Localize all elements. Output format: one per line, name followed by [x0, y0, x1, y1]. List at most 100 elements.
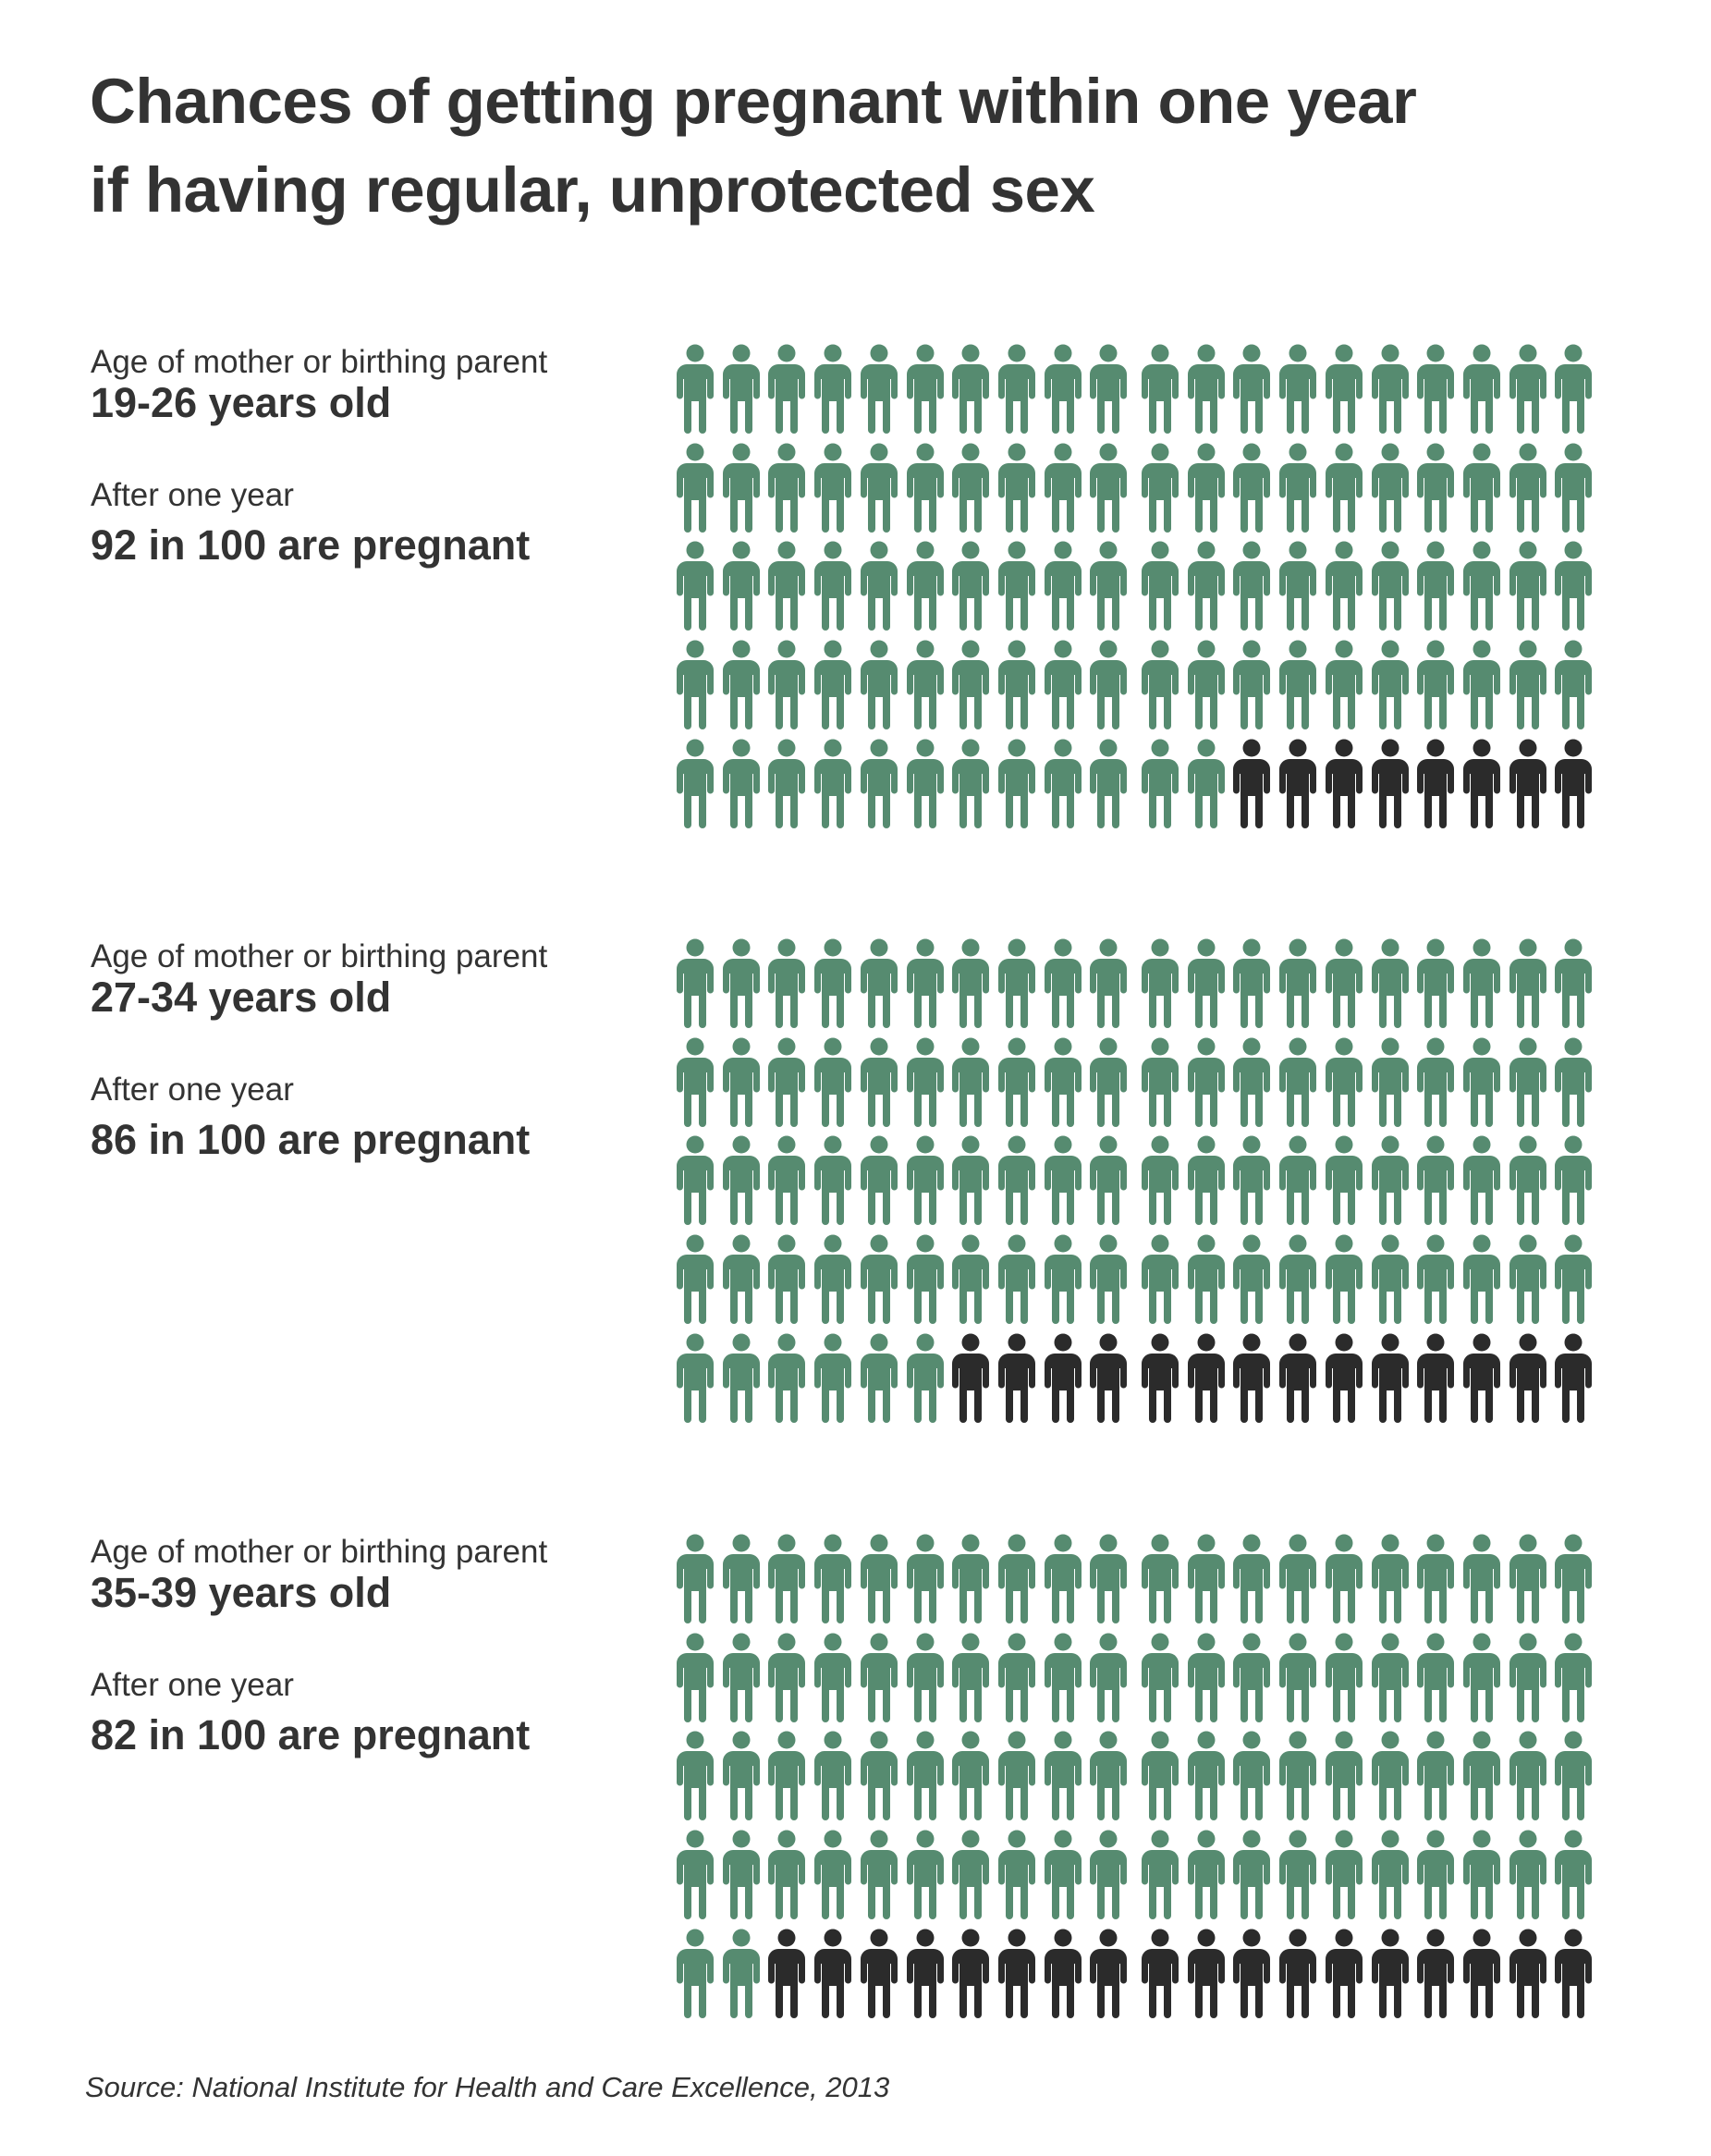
person-body: [1555, 1652, 1593, 1722]
person-head: [1008, 1731, 1026, 1749]
person-head: [916, 1135, 934, 1154]
person-head: [732, 1830, 751, 1848]
person-head: [1054, 1929, 1072, 1947]
person-head: [1099, 1929, 1118, 1947]
person-body: [1417, 758, 1455, 828]
person-body: [677, 1751, 714, 1821]
person-icon-pregnant: [860, 938, 898, 1028]
person-head: [1197, 1633, 1216, 1651]
person-icon-pregnant: [1279, 1534, 1317, 1623]
person-head: [961, 640, 980, 658]
person-icon-pregnant: [768, 938, 806, 1028]
person-body: [1233, 660, 1271, 730]
person-head: [732, 938, 751, 957]
person-body: [952, 364, 990, 434]
person-body: [1187, 462, 1225, 533]
person-head: [1151, 1633, 1169, 1651]
person-head: [1197, 1037, 1216, 1056]
person-icon-not-pregnant: [1371, 1929, 1409, 2018]
person-body: [1142, 1850, 1179, 1920]
person-icon-pregnant: [768, 443, 806, 533]
person-icon-pregnant: [906, 1731, 944, 1821]
person-head: [1473, 640, 1491, 658]
person-icon-pregnant: [1090, 443, 1128, 533]
person-body: [1279, 561, 1317, 631]
person-icon-pregnant: [1371, 344, 1409, 434]
person-icon-pregnant: [1090, 640, 1128, 730]
person-icon-not-pregnant: [997, 1333, 1035, 1423]
person-icon-pregnant: [1417, 1037, 1455, 1127]
person-body: [1325, 1057, 1363, 1127]
person-head: [732, 1633, 751, 1651]
person-icon-pregnant: [814, 541, 852, 631]
person-body: [952, 1057, 990, 1127]
person-head: [686, 344, 704, 362]
person-head: [686, 1037, 704, 1056]
person-body: [1371, 462, 1409, 533]
person-body: [952, 660, 990, 730]
person-icon-pregnant: [1090, 739, 1128, 828]
person-icon-pregnant: [1090, 1135, 1128, 1226]
person-body: [677, 1057, 714, 1127]
after-label: After one year: [91, 1667, 294, 1703]
person-head: [1008, 1234, 1026, 1253]
person-head: [732, 1037, 751, 1056]
person-head: [916, 1234, 934, 1253]
person-head: [1473, 739, 1491, 757]
person-icon-pregnant: [1462, 640, 1500, 730]
person-icon-pregnant: [1044, 344, 1082, 434]
person-icon-pregnant: [952, 1037, 990, 1127]
person-body: [1325, 1156, 1363, 1226]
person-icon-pregnant: [1279, 541, 1317, 631]
person-head: [1054, 344, 1072, 362]
person-head: [1335, 1135, 1353, 1154]
person-body: [1142, 462, 1179, 533]
person-head: [1289, 1037, 1307, 1056]
person-body: [677, 959, 714, 1028]
person-head: [1426, 344, 1445, 362]
person-head: [824, 1731, 842, 1749]
person-icon-pregnant: [1142, 1135, 1179, 1226]
person-icon-pregnant: [677, 1234, 714, 1325]
person-icon-pregnant: [1509, 1633, 1546, 1722]
person-head: [1151, 1037, 1169, 1056]
person-body: [1509, 462, 1546, 533]
person-body: [768, 1255, 806, 1325]
person-body: [1090, 462, 1128, 533]
person-body: [677, 1255, 714, 1325]
person-head: [732, 1731, 751, 1749]
person-body: [952, 1255, 990, 1325]
person-body: [997, 364, 1035, 434]
person-body: [722, 561, 760, 631]
person-head: [1008, 1929, 1026, 1947]
person-icon-pregnant: [1187, 344, 1225, 434]
person-body: [1462, 1255, 1500, 1325]
person-icon-pregnant: [906, 1234, 944, 1325]
person-head: [686, 1333, 704, 1352]
person-icon-not-pregnant: [952, 1929, 990, 2018]
person-head: [1381, 1135, 1399, 1154]
person-head: [1151, 1534, 1169, 1552]
person-icon-pregnant: [1509, 344, 1546, 434]
person-icon-not-pregnant: [1555, 1333, 1593, 1423]
person-body: [1555, 1353, 1593, 1423]
person-body: [1233, 1554, 1271, 1623]
person-head: [1151, 1234, 1169, 1253]
person-icon-pregnant: [906, 1633, 944, 1722]
person-head: [1335, 1830, 1353, 1848]
person-icon-not-pregnant: [1417, 1333, 1455, 1423]
person-body: [1462, 660, 1500, 730]
person-head: [824, 1830, 842, 1848]
person-icon-pregnant: [1187, 739, 1225, 828]
person-body: [677, 1652, 714, 1722]
person-icon-pregnant: [997, 1731, 1035, 1821]
person-head: [1473, 1534, 1491, 1552]
person-icon-pregnant: [1279, 443, 1317, 533]
person-icon-pregnant: [1044, 443, 1082, 533]
person-body: [906, 1850, 944, 1920]
person-head: [1054, 1633, 1072, 1651]
person-body: [722, 1353, 760, 1423]
person-head: [1099, 1534, 1118, 1552]
person-body: [1090, 1554, 1128, 1623]
person-body: [1371, 1057, 1409, 1127]
